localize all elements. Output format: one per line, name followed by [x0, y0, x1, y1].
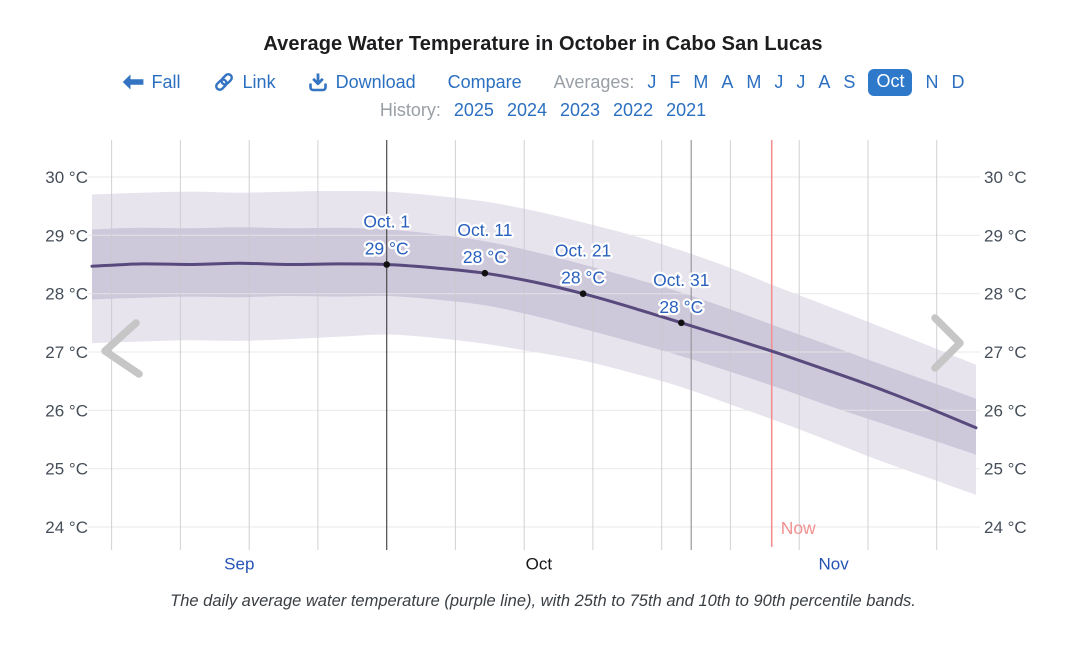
annotation-date-oct-11: Oct. 11 [457, 220, 512, 240]
averages-month-7[interactable]: J [796, 71, 806, 92]
history-year-2022[interactable]: 2022 [613, 100, 654, 120]
y-tick-left-29: 29 °C [45, 226, 88, 245]
y-tick-right-27: 27 °C [984, 343, 1027, 362]
data-point-annotations: Oct. 1 29 °C Oct. 11 28 °C Oct. 21 28 °C Oct. … [361, 209, 712, 327]
annotation-value-oct-31: 28 °C [659, 297, 703, 317]
gridlines [88, 140, 980, 550]
history-year-2023[interactable]: 2023 [559, 100, 601, 120]
x-axis-months: Sep Oct Nov [224, 555, 849, 574]
chart-toolbar: Fall Link Download Compare Averages: [0, 67, 1086, 97]
averages-month-5[interactable]: M [746, 71, 762, 92]
annotation-date-oct-31: Oct. 31 [653, 270, 709, 290]
history-year-2025[interactable]: 2025 [453, 100, 494, 120]
annotation-value-oct-1: 29 °C [365, 239, 409, 259]
annotation-value-oct-21: 28 °C [561, 268, 605, 288]
y-tick-right-29: 29 °C [984, 226, 1027, 245]
averages-month-9[interactable]: S [843, 71, 856, 92]
averages-month-11[interactable]: N [925, 71, 939, 92]
averages-nav: Averages: J F M A M J J A S Oct N D [553, 68, 965, 96]
back-arrow-icon [122, 74, 143, 90]
y-tick-left-25: 25 °C [45, 460, 88, 479]
y-axis-right: 30 °C 29 °C 28 °C 27 °C 26 °C 25 °C 24 °C [984, 168, 1027, 537]
now-label: Now [781, 518, 816, 538]
y-tick-right-24: 24 °C [984, 518, 1027, 537]
x-month-label-sep[interactable]: Sep [224, 555, 254, 574]
download-button-label: Download [335, 71, 416, 92]
next-period-button[interactable] [931, 314, 964, 372]
history-nav: History: 2025 2024 2023 2022 2021 [0, 100, 1086, 121]
y-tick-left-26: 26 °C [45, 401, 88, 420]
averages-month-3[interactable]: M [693, 71, 709, 92]
prev-period-button[interactable] [101, 319, 143, 378]
link-button[interactable]: Link [213, 71, 276, 93]
y-tick-right-25: 25 °C [984, 460, 1027, 479]
annotation-date-oct-21: Oct. 21 [555, 241, 611, 261]
y-tick-left-24: 24 °C [45, 518, 88, 537]
history-year-2024[interactable]: 2024 [506, 100, 547, 120]
history-year-2021[interactable]: 2021 [666, 100, 707, 120]
link-button-label: Link [242, 71, 276, 92]
y-tick-right-26: 26 °C [984, 401, 1027, 420]
annotation-value-oct-11: 28 °C [463, 247, 507, 267]
now-marker: Now [770, 140, 816, 547]
page-title: Average Water Temperature in October in … [263, 33, 823, 55]
data-point-oct-1 [383, 261, 391, 268]
annotation-date-oct-1: Oct. 1 [363, 212, 410, 232]
link-icon [214, 73, 233, 91]
download-button[interactable]: Download [308, 72, 416, 93]
averages-month-10-selected[interactable]: Oct [868, 68, 913, 96]
history-label: History: [379, 100, 441, 120]
data-point-oct-21 [579, 290, 587, 298]
y-axis-left: 30 °C 29 °C 28 °C 27 °C 26 °C 25 °C 24 °C [45, 168, 88, 537]
y-tick-left-28: 28 °C [45, 285, 88, 304]
averages-month-1[interactable]: J [647, 71, 657, 92]
compare-button-label: Compare [447, 71, 522, 92]
y-tick-left-27: 27 °C [45, 343, 88, 362]
percentile-bands [92, 190, 976, 495]
chart-caption: The daily average water temperature (pur… [170, 592, 916, 610]
download-icon [308, 73, 327, 92]
averages-month-12[interactable]: D [951, 71, 965, 92]
y-tick-left-30: 30 °C [45, 168, 88, 187]
x-month-label-nov[interactable]: Nov [818, 555, 849, 574]
averages-month-6[interactable]: J [774, 71, 784, 92]
band-25-75 [92, 227, 976, 455]
data-point-oct-31 [678, 319, 685, 327]
back-to-fall-link[interactable]: Fall [122, 72, 181, 93]
averages-month-2[interactable]: F [669, 71, 681, 92]
averages-month-4[interactable]: A [721, 71, 734, 92]
mean-temperature-line [90, 261, 978, 430]
data-point-oct-11 [481, 269, 489, 277]
history-years: 2025 2024 2023 2022 2021 [454, 100, 706, 121]
averages-month-8[interactable]: A [818, 71, 831, 92]
back-link-label: Fall [151, 71, 181, 92]
averages-label: Averages: [553, 71, 635, 92]
y-tick-right-30: 30 °C [984, 168, 1027, 187]
x-month-label-oct: Oct [526, 555, 553, 574]
averages-months: J F M A M J J A S Oct N D [647, 68, 965, 96]
compare-button[interactable]: Compare [448, 72, 522, 93]
y-tick-right-28: 28 °C [984, 285, 1027, 304]
